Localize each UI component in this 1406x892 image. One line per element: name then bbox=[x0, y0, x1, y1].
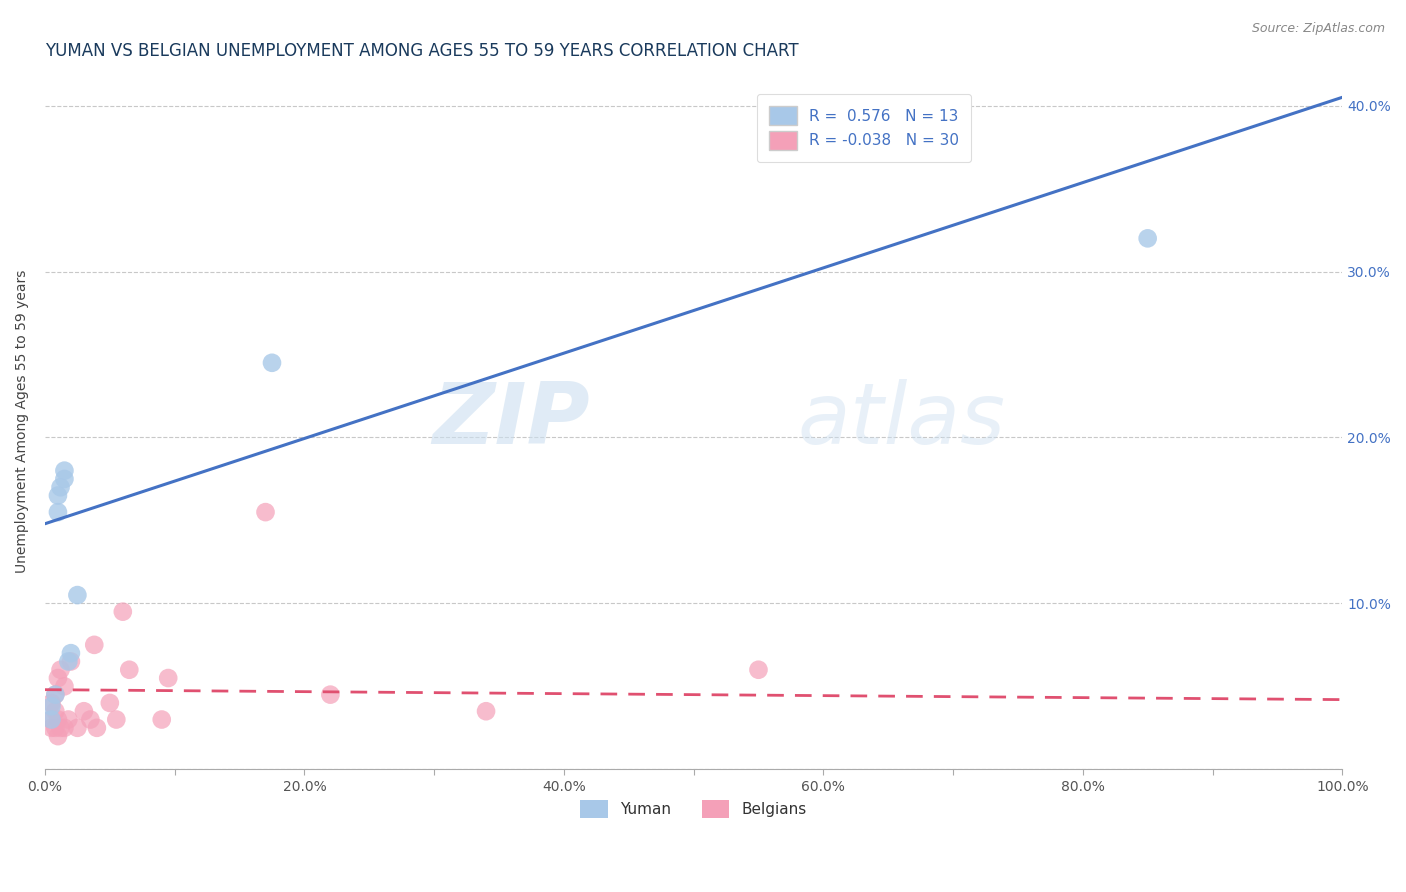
Point bbox=[44, 721, 66, 735]
Point bbox=[58, 655, 80, 669]
Point bbox=[41, 721, 63, 735]
Point bbox=[53, 679, 76, 693]
Point bbox=[157, 671, 180, 685]
Y-axis label: Unemployment Among Ages 55 to 59 years: Unemployment Among Ages 55 to 59 years bbox=[15, 269, 30, 573]
Point bbox=[53, 472, 76, 486]
Point bbox=[66, 721, 89, 735]
Point bbox=[46, 489, 69, 503]
Point bbox=[49, 663, 72, 677]
Point bbox=[260, 356, 283, 370]
Point bbox=[475, 704, 498, 718]
Point bbox=[44, 688, 66, 702]
Text: YUMAN VS BELGIAN UNEMPLOYMENT AMONG AGES 55 TO 59 YEARS CORRELATION CHART: YUMAN VS BELGIAN UNEMPLOYMENT AMONG AGES… bbox=[45, 42, 799, 60]
Text: atlas: atlas bbox=[797, 379, 1005, 462]
Point bbox=[58, 713, 80, 727]
Point bbox=[49, 480, 72, 494]
Point bbox=[118, 663, 141, 677]
Point bbox=[41, 696, 63, 710]
Point bbox=[73, 704, 96, 718]
Point bbox=[46, 505, 69, 519]
Point bbox=[41, 713, 63, 727]
Point bbox=[150, 713, 173, 727]
Point bbox=[59, 646, 82, 660]
Point bbox=[105, 713, 128, 727]
Point bbox=[98, 696, 121, 710]
Point bbox=[1136, 231, 1159, 245]
Point bbox=[46, 713, 69, 727]
Point bbox=[254, 505, 277, 519]
Text: ZIP: ZIP bbox=[432, 379, 591, 462]
Point bbox=[41, 699, 63, 714]
Point bbox=[46, 671, 69, 685]
Point bbox=[44, 688, 66, 702]
Point bbox=[86, 721, 108, 735]
Point bbox=[83, 638, 105, 652]
Point bbox=[79, 713, 101, 727]
Point bbox=[46, 729, 69, 743]
Text: Source: ZipAtlas.com: Source: ZipAtlas.com bbox=[1251, 22, 1385, 36]
Point bbox=[44, 704, 66, 718]
Point bbox=[41, 713, 63, 727]
Point bbox=[53, 464, 76, 478]
Legend: Yuman, Belgians: Yuman, Belgians bbox=[575, 794, 813, 824]
Point bbox=[66, 588, 89, 602]
Point bbox=[319, 688, 342, 702]
Point bbox=[53, 721, 76, 735]
Point bbox=[49, 721, 72, 735]
Point bbox=[111, 605, 134, 619]
Point bbox=[747, 663, 769, 677]
Point bbox=[59, 655, 82, 669]
